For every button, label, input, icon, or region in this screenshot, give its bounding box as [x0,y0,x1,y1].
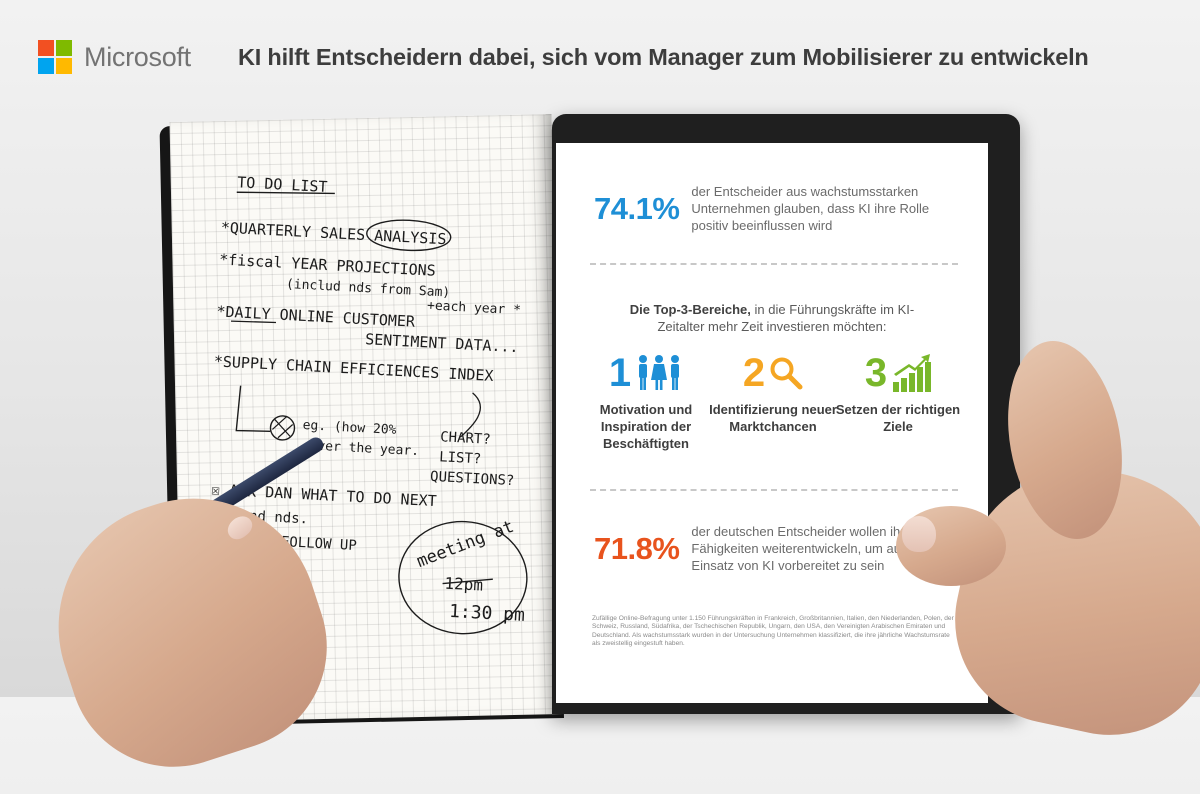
handwritten-notes: TO DO LIST *QUARTERLY SALES ANALYSIS *fi… [211,173,528,635]
note-line: *QUARTERLY SALES ANALYSIS [220,218,446,248]
dashed-divider [590,489,958,491]
note-line: *DAILY ONLINE CUSTOMER [216,302,416,330]
logo-square-red [38,40,54,56]
circle-scribble [366,219,452,252]
area-number: 2 [742,351,766,395]
stat-value: 71.8% [594,530,680,566]
note-line: 1:30 pm [449,601,526,626]
meeting-circle-scribble [398,520,528,635]
note-line: SENTIMENT DATA... [365,330,519,356]
notebook: TO DO LIST *QUARTERLY SALES ANALYSIS *fi… [159,100,565,727]
note-line: +each year * [427,298,522,318]
survey-footnote: Zufällige Online-Befragung unter 1.150 F… [592,615,954,648]
note-line: (includ nds from Sam) [286,277,451,301]
right-thumb [896,506,1006,586]
area-label: Identifizierung neuer Marktchancen [709,402,837,434]
brand-name: Microsoft [84,41,191,72]
growth-chart-icon [893,354,932,392]
logo-square-blue [38,58,54,74]
area-number: 1 [608,351,632,395]
note-line: meeting at [414,517,517,572]
logo-square-yellow [56,58,72,74]
magnifier-icon [770,357,803,390]
fingernail [223,511,257,544]
microsoft-windows-icon [38,40,72,74]
area-label: Motivation und Inspiration der Beschäfti… [599,402,693,451]
top3-intro-bold: Die Top-3-Bereiche, [629,302,751,317]
note-line: LIST? [439,449,482,467]
stat-block-growth: 74.1% der Entscheider aus wachstumsstark… [594,183,931,234]
area-goals: 3 Setzen der richtigen Ziele [828,353,968,435]
note-line: *SUPPLY CHAIN EFFICIENCES INDEX [213,352,494,385]
area-number: 3 [864,351,888,395]
pie-scribble [269,415,296,441]
note-line: over the year. [309,438,419,459]
logo-square-green [56,40,72,56]
stat-description: der deutschen Entscheider wollen ihre Fä… [691,524,930,573]
dashed-divider [590,263,958,265]
headline: KI hilft Entscheidern dabei, sich vom Ma… [238,44,1089,70]
note-line: *fiscal YEAR PROJECTIONS [219,250,436,279]
stat-description: der Entscheider aus wachstumsstarken Unt… [691,184,930,233]
stat-value: 74.1% [594,190,680,226]
area-motivation: 1 Motivation und Inspiration der Beschäf… [576,353,716,452]
top3-intro-text: in die Führungskräfte im KI-Zeitalter me… [657,302,915,334]
tablet-screen: 74.1% der Entscheider aus wachstumsstark… [556,143,988,703]
thumbnail [902,516,936,552]
area-market-opportunities: 2 Identifizierung neuer Marktchancen [703,353,843,435]
note-heading: TO DO LIST [237,173,328,196]
note-line: eg. (how 20% [302,418,397,438]
note-line: CHART? [440,429,491,448]
microsoft-logo: Microsoft [38,40,191,74]
people-icon [639,355,680,390]
note-line: QUESTIONS? [430,469,515,489]
area-label: Setzen der richtigen Ziele [835,402,961,434]
stat-block-skills: 71.8% der deutschen Entscheider wollen i… [594,523,931,574]
top3-intro: Die Top-3-Bereiche, in die Führungskräft… [556,301,988,335]
note-line: 12pm [444,574,483,595]
